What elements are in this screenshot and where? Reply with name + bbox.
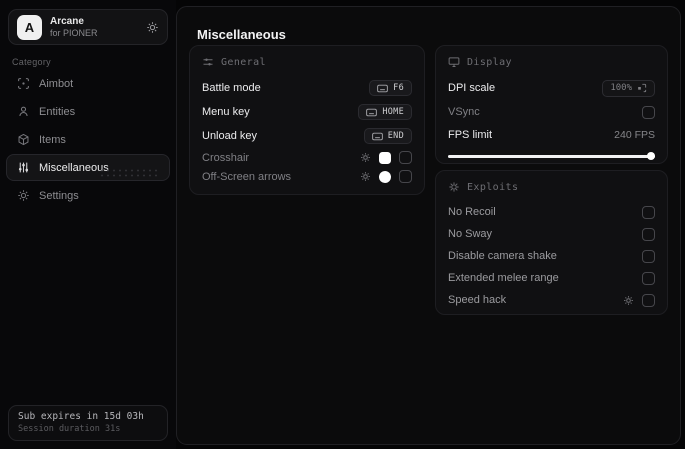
setting-row-speed-hack: Speed hack	[448, 289, 655, 311]
brand-name: Arcane	[50, 16, 84, 28]
sub-expires-text: Sub expires in 15d 03h	[18, 411, 144, 422]
sidebar-item-entities[interactable]: Entities	[6, 98, 170, 125]
sidebar-item-aimbot[interactable]: Aimbot	[6, 70, 170, 97]
keybind-value: HOME	[382, 107, 404, 117]
display-panel-title: Display	[467, 56, 512, 68]
slider-fill	[448, 154, 655, 158]
resize-icon	[637, 83, 647, 93]
cube-icon	[17, 133, 30, 146]
sidebar-item-miscellaneous[interactable]: Miscellaneous	[6, 154, 170, 181]
brand-gear-icon[interactable]	[146, 21, 159, 34]
setting-label: Menu key	[202, 106, 250, 118]
subscription-card: Sub expires in 15d 03h Session duration …	[8, 405, 168, 441]
horizontal-sliders-icon	[202, 56, 214, 68]
dpi-scale-button[interactable]: 100%	[602, 79, 655, 97]
sliders-icon	[17, 161, 30, 174]
brand-subtitle: for PIONER	[50, 27, 98, 38]
exploits-panel-header: Exploits	[448, 181, 655, 193]
brand-text: Arcane for PIONER	[50, 16, 138, 38]
setting-row-no-sway: No Sway	[448, 223, 655, 245]
session-duration-text: Session duration 31s	[18, 424, 121, 434]
melee-range-checkbox[interactable]	[642, 271, 655, 285]
setting-label: Crosshair	[202, 151, 250, 164]
sidebar: A Arcane for PIONER Category	[0, 0, 176, 449]
setting-row-vsync: VSync	[448, 100, 655, 124]
crosshair-color-swatch[interactable]	[379, 151, 391, 164]
display-panel-header: Display	[448, 56, 655, 68]
offscreen-gear-icon[interactable]	[360, 171, 371, 182]
dots-texture	[99, 168, 161, 177]
keybind-button[interactable]: F6	[369, 80, 412, 96]
sidebar-item-label: Aimbot	[39, 77, 74, 90]
setting-label: No Recoil	[448, 206, 496, 218]
brand-card: A Arcane for PIONER	[8, 9, 168, 45]
sidebar-item-label: Entities	[39, 105, 76, 118]
sidebar-item-label: Settings	[39, 189, 79, 202]
keybind-value: END	[387, 131, 404, 141]
setting-row-fps-limit: FPS limit 240 FPS	[448, 124, 655, 146]
exploits-panel: Exploits No Recoil No Sway Disable camer…	[435, 170, 668, 315]
general-panel: General Battle mode F6 Menu key	[189, 45, 425, 195]
setting-label: FPS limit	[448, 129, 492, 141]
setting-label: VSync	[448, 106, 480, 118]
main-content: Miscellaneous General Battle mode	[176, 6, 681, 445]
setting-row-crosshair: Crosshair	[202, 148, 412, 167]
general-panel-header: General	[202, 56, 412, 68]
fps-limit-slider[interactable]	[448, 152, 655, 160]
sidebar-item-label: Items	[39, 133, 66, 146]
setting-label: Speed hack	[448, 294, 507, 306]
setting-row-battle-mode: Battle mode F6	[202, 76, 412, 100]
keybind-button[interactable]: END	[363, 128, 412, 144]
setting-label: Disable camera shake	[448, 250, 557, 262]
setting-row-offscreen-arrows: Off-Screen arrows	[202, 167, 412, 186]
keybind-value: F6	[393, 83, 404, 93]
slider-knob[interactable]	[647, 152, 655, 160]
setting-row-disable-camera-shake: Disable camera shake	[448, 245, 655, 267]
fps-limit-value: 240 FPS	[614, 129, 655, 141]
camera-shake-checkbox[interactable]	[642, 249, 655, 263]
setting-label: Unload key	[202, 130, 258, 142]
no-recoil-checkbox[interactable]	[642, 205, 655, 219]
setting-row-menu-key: Menu key HOME	[202, 100, 412, 124]
setting-label: Battle mode	[202, 82, 261, 94]
no-sway-checkbox[interactable]	[642, 227, 655, 241]
setting-label: Extended melee range	[448, 272, 559, 284]
setting-label: Off-Screen arrows	[202, 170, 292, 183]
crosshair-gear-icon[interactable]	[360, 152, 371, 163]
crosshair-scan-icon	[17, 77, 30, 90]
setting-row-unload-key: Unload key END	[202, 124, 412, 148]
keyboard-icon	[371, 132, 383, 141]
setting-row-dpi-scale: DPI scale 100%	[448, 76, 655, 100]
general-panel-title: General	[221, 56, 266, 68]
monitor-icon	[448, 56, 460, 68]
speed-hack-checkbox[interactable]	[642, 293, 655, 307]
category-label: Category	[12, 57, 51, 67]
keybind-button[interactable]: HOME	[358, 104, 412, 120]
vsync-checkbox[interactable]	[642, 105, 655, 119]
setting-label: No Sway	[448, 228, 493, 240]
keyboard-icon	[366, 108, 378, 117]
sidebar-item-settings[interactable]: Settings	[6, 182, 170, 209]
offscreen-color-swatch[interactable]	[379, 170, 391, 183]
entities-icon	[17, 105, 30, 118]
offscreen-checkbox[interactable]	[399, 170, 412, 183]
sidebar-nav: Aimbot Entities Items	[6, 70, 170, 210]
setting-row-no-recoil: No Recoil	[448, 201, 655, 223]
keyboard-icon	[377, 84, 388, 93]
setting-label: DPI scale	[448, 82, 496, 94]
exploits-panel-title: Exploits	[467, 181, 519, 193]
speed-hack-gear-icon[interactable]	[623, 295, 634, 306]
sidebar-item-items[interactable]: Items	[6, 126, 170, 153]
dpi-scale-value: 100%	[610, 83, 632, 93]
bug-icon	[448, 181, 460, 193]
brand-logo: A	[17, 14, 42, 40]
sidebar-item-label: Miscellaneous	[39, 161, 109, 174]
gear-icon	[17, 189, 30, 202]
display-panel: Display DPI scale 100% VSync	[435, 45, 668, 164]
crosshair-checkbox[interactable]	[399, 151, 412, 164]
page-title: Miscellaneous	[197, 27, 286, 42]
setting-row-extended-melee-range: Extended melee range	[448, 267, 655, 289]
